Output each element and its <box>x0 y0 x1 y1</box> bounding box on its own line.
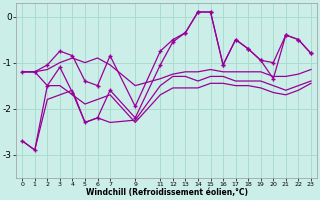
X-axis label: Windchill (Refroidissement éolien,°C): Windchill (Refroidissement éolien,°C) <box>85 188 248 197</box>
